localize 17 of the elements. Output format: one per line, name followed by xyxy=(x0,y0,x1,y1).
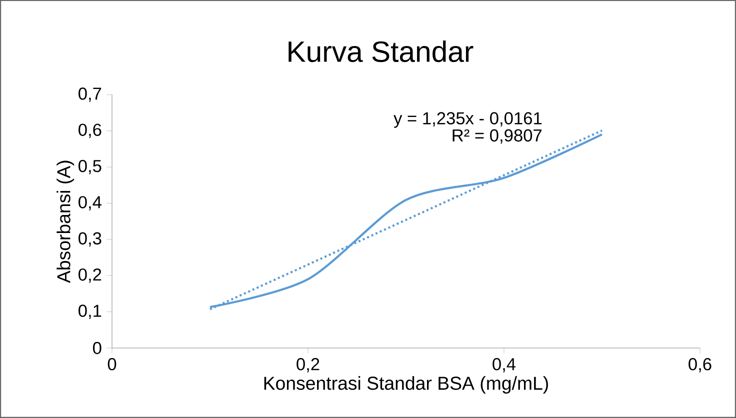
x-axis-title: Konsentrasi Standar BSA (mg/mL) xyxy=(264,376,548,394)
x-tick-label: 0 xyxy=(108,358,116,370)
y-tick-label: 0,4 xyxy=(78,196,102,210)
y-tick-label: 0 xyxy=(92,342,102,354)
y-tick-label: 0,2 xyxy=(78,268,102,283)
y-tick-label: 0,3 xyxy=(78,232,102,247)
x-tick-label: 0,2 xyxy=(296,358,320,372)
y-tick-label: 0,6 xyxy=(78,124,102,138)
y-tick-label: 0,5 xyxy=(78,160,102,174)
y-tick-label: 0,1 xyxy=(78,304,102,319)
annotation: R² = 0,9807 xyxy=(452,129,542,144)
annotation: y = 1,235x - 0,0161 xyxy=(394,112,542,128)
y-axis-title: Absorbansi (A) xyxy=(56,160,74,284)
y-tick-label: 0,7 xyxy=(78,88,102,102)
x-tick-label: 0,6 xyxy=(688,358,712,372)
chart-title: Kurva Standar xyxy=(288,40,474,62)
x-tick-label: 0,4 xyxy=(492,358,516,372)
